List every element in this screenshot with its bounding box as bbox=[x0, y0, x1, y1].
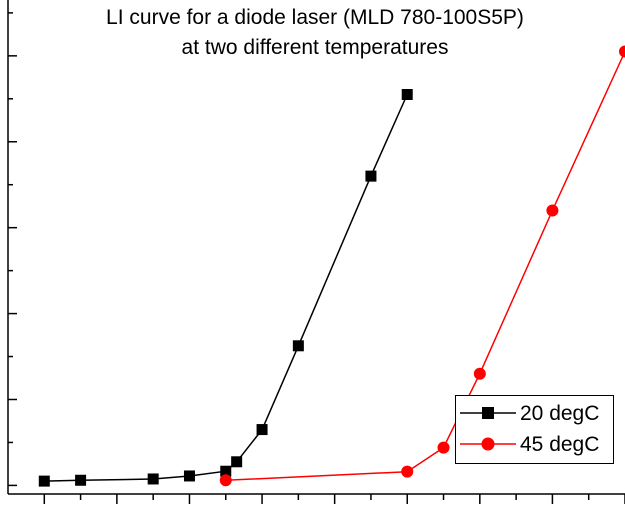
data-point-20-degc bbox=[231, 456, 243, 468]
legend-entry-20degc: 20 degC bbox=[456, 399, 613, 427]
data-point-20-degc bbox=[292, 340, 304, 352]
data-point-20-degc bbox=[256, 424, 268, 436]
data-point-45-degc bbox=[473, 367, 486, 380]
data-point-20-degc bbox=[147, 473, 159, 485]
chart-subtitle: at two different temperatures bbox=[181, 36, 449, 59]
series-line-20-degc bbox=[44, 94, 408, 482]
legend-label-20degc: 20 degC bbox=[520, 402, 600, 425]
chart-title: LI curve for a diode laser (MLD 780-100S… bbox=[106, 6, 524, 29]
legend-swatch-45degc bbox=[460, 437, 516, 451]
legend-label-45degc: 45 degC bbox=[520, 433, 600, 456]
data-point-20-degc bbox=[75, 474, 87, 486]
legend-swatch-20degc bbox=[460, 407, 516, 419]
data-point-20-degc bbox=[220, 465, 232, 477]
chart-axes bbox=[7, 0, 625, 504]
data-point-20-degc bbox=[183, 470, 195, 482]
data-point-20-degc bbox=[38, 475, 50, 487]
data-point-45-degc bbox=[619, 45, 625, 58]
data-point-20-degc bbox=[365, 170, 377, 182]
legend-entry-45degc: 45 degC bbox=[456, 430, 613, 458]
data-point-45-degc bbox=[437, 441, 450, 454]
data-point-45-degc bbox=[401, 465, 414, 478]
chart-legend: 20 degC 45 degC bbox=[455, 395, 614, 464]
data-point-20-degc bbox=[401, 89, 413, 101]
series-20-degc bbox=[38, 89, 413, 487]
data-point-45-degc bbox=[219, 474, 232, 487]
data-point-45-degc bbox=[546, 204, 559, 217]
